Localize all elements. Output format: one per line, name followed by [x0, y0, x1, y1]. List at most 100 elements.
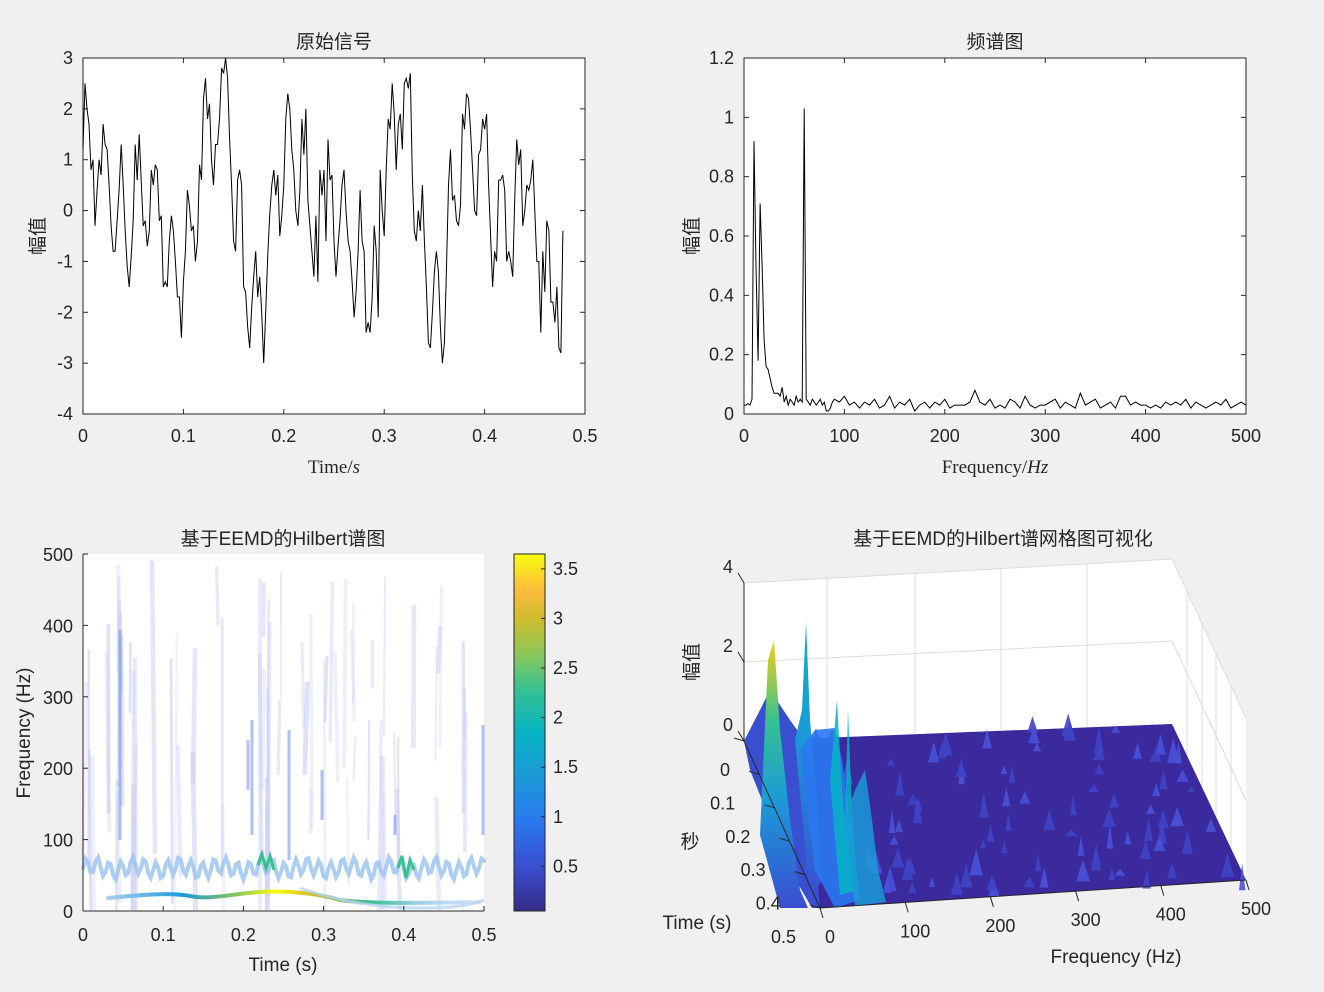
y-tick-label: 0.5: [771, 927, 796, 947]
colorbar-ticks: 3.5 3 2.5 2 1.5 1 0.5: [541, 559, 578, 877]
x-tick: [905, 902, 908, 912]
streak: [302, 643, 304, 729]
x-axis-label: Frequency (Hz): [1051, 947, 1182, 968]
y-tick-label: 0.4: [756, 894, 781, 914]
colorbar-tick-label: 1.5: [553, 757, 578, 777]
colorbar-tick-label: 2.5: [553, 658, 578, 678]
x-tick-label: 100: [900, 921, 930, 941]
raw-signal-title: 原始信号: [296, 31, 372, 53]
mesh-title: 基于EEMD的Hilbert谱网格图可视化: [853, 528, 1153, 550]
y-tick-label: -4: [57, 404, 73, 424]
colorbar-tick-label: 3: [553, 608, 563, 628]
x-tick-label: 0: [78, 426, 88, 446]
streak: [440, 586, 442, 747]
plot-area: [744, 58, 1246, 414]
y-tick-label: 0.8: [709, 167, 734, 187]
x-tick-label: 400: [1131, 426, 1161, 446]
streak: [93, 757, 94, 910]
streak: [465, 712, 466, 852]
y-tick-label: 0.2: [725, 827, 750, 847]
streak: [89, 749, 90, 910]
streak: [278, 700, 280, 775]
streak: [130, 642, 131, 713]
streak: [325, 656, 327, 722]
z-tick-label: 4: [723, 557, 733, 577]
hilbert-spectrum-title: 基于EEMD的Hilbert谱图: [181, 528, 386, 550]
y-tick-label: 100: [43, 831, 73, 851]
x-tick-label: 200: [930, 426, 960, 446]
streak: [310, 788, 311, 834]
x-tick: [1076, 891, 1079, 901]
colorbar-tick-label: 3.5: [553, 559, 578, 579]
x-tick-label: 500: [1231, 426, 1261, 446]
y-tick-label: 0.1: [710, 793, 735, 813]
x-tick-label: 0.4: [391, 925, 416, 945]
y-axis-label-cn: 秒: [680, 831, 699, 853]
y-tick-label: 500: [43, 545, 73, 565]
y-tick-label: 0: [720, 760, 730, 780]
y-tick-label: -3: [57, 353, 73, 373]
x-tick-label: 0.2: [271, 426, 296, 446]
x-tick-label: 300: [1030, 426, 1060, 446]
x-tick-label: 0.3: [311, 925, 336, 945]
streak: [263, 583, 264, 637]
x-unit: Hz: [1026, 457, 1049, 478]
y-axis-label: Time (s): [663, 913, 732, 934]
z-tick: [738, 652, 744, 662]
y-tick-label: 0: [724, 404, 734, 424]
colorbar-tick-label: 0.5: [553, 856, 578, 876]
streak: [384, 791, 386, 910]
y-tick-label: 400: [43, 616, 73, 636]
y-tick-label: 1.2: [709, 48, 734, 68]
x-axis-label: Time/s: [308, 457, 360, 478]
x-tick-label: 200: [985, 916, 1015, 936]
streak: [354, 737, 356, 781]
x-tick-label: 0.3: [372, 426, 397, 446]
streak: [344, 579, 346, 769]
x-tick-label: 100: [829, 426, 859, 446]
y-tick-label: 2: [63, 99, 73, 119]
colorbar-tick-label: 1: [553, 807, 563, 827]
y-tick-label: 0.2: [709, 345, 734, 365]
y-tick-label: 200: [43, 759, 73, 779]
streak: [330, 582, 332, 743]
y-tick-label: 300: [43, 688, 73, 708]
streak: [398, 737, 399, 860]
x-tick-label: 300: [1071, 910, 1101, 930]
y-tick-label: 0: [63, 201, 73, 221]
x-tick: [990, 897, 993, 907]
x-tick: [820, 908, 823, 918]
z-tick-label: 2: [723, 636, 733, 656]
streak: [368, 720, 369, 840]
x-tick-label: 0.1: [171, 426, 196, 446]
y-tick-label: 0.3: [741, 860, 766, 880]
streak: [217, 567, 218, 625]
y-tick-label: 3: [63, 48, 73, 68]
x-tick-label: 0: [78, 925, 88, 945]
x-unit: s: [353, 457, 360, 478]
streak: [193, 648, 195, 784]
z-axis-label: 幅值: [681, 643, 703, 681]
x-tick: [1161, 886, 1164, 896]
streak: [384, 577, 385, 736]
y-tick-label: -1: [57, 251, 73, 271]
x-tick-label: 0.2: [231, 925, 256, 945]
z-tick: [738, 573, 744, 583]
x-tick-label: 500: [1241, 899, 1271, 919]
y-axis-label: Frequency (Hz): [14, 668, 35, 799]
y-axis-label: 幅值: [27, 217, 49, 255]
x-axis-label: Time (s): [249, 955, 318, 976]
y-tick-label: -2: [57, 302, 73, 322]
x-tick-label: 0: [739, 426, 749, 446]
colorbar-tick-label: 2: [553, 708, 563, 728]
x-tick: [1246, 880, 1249, 890]
z-tick-label: 0: [723, 715, 733, 735]
